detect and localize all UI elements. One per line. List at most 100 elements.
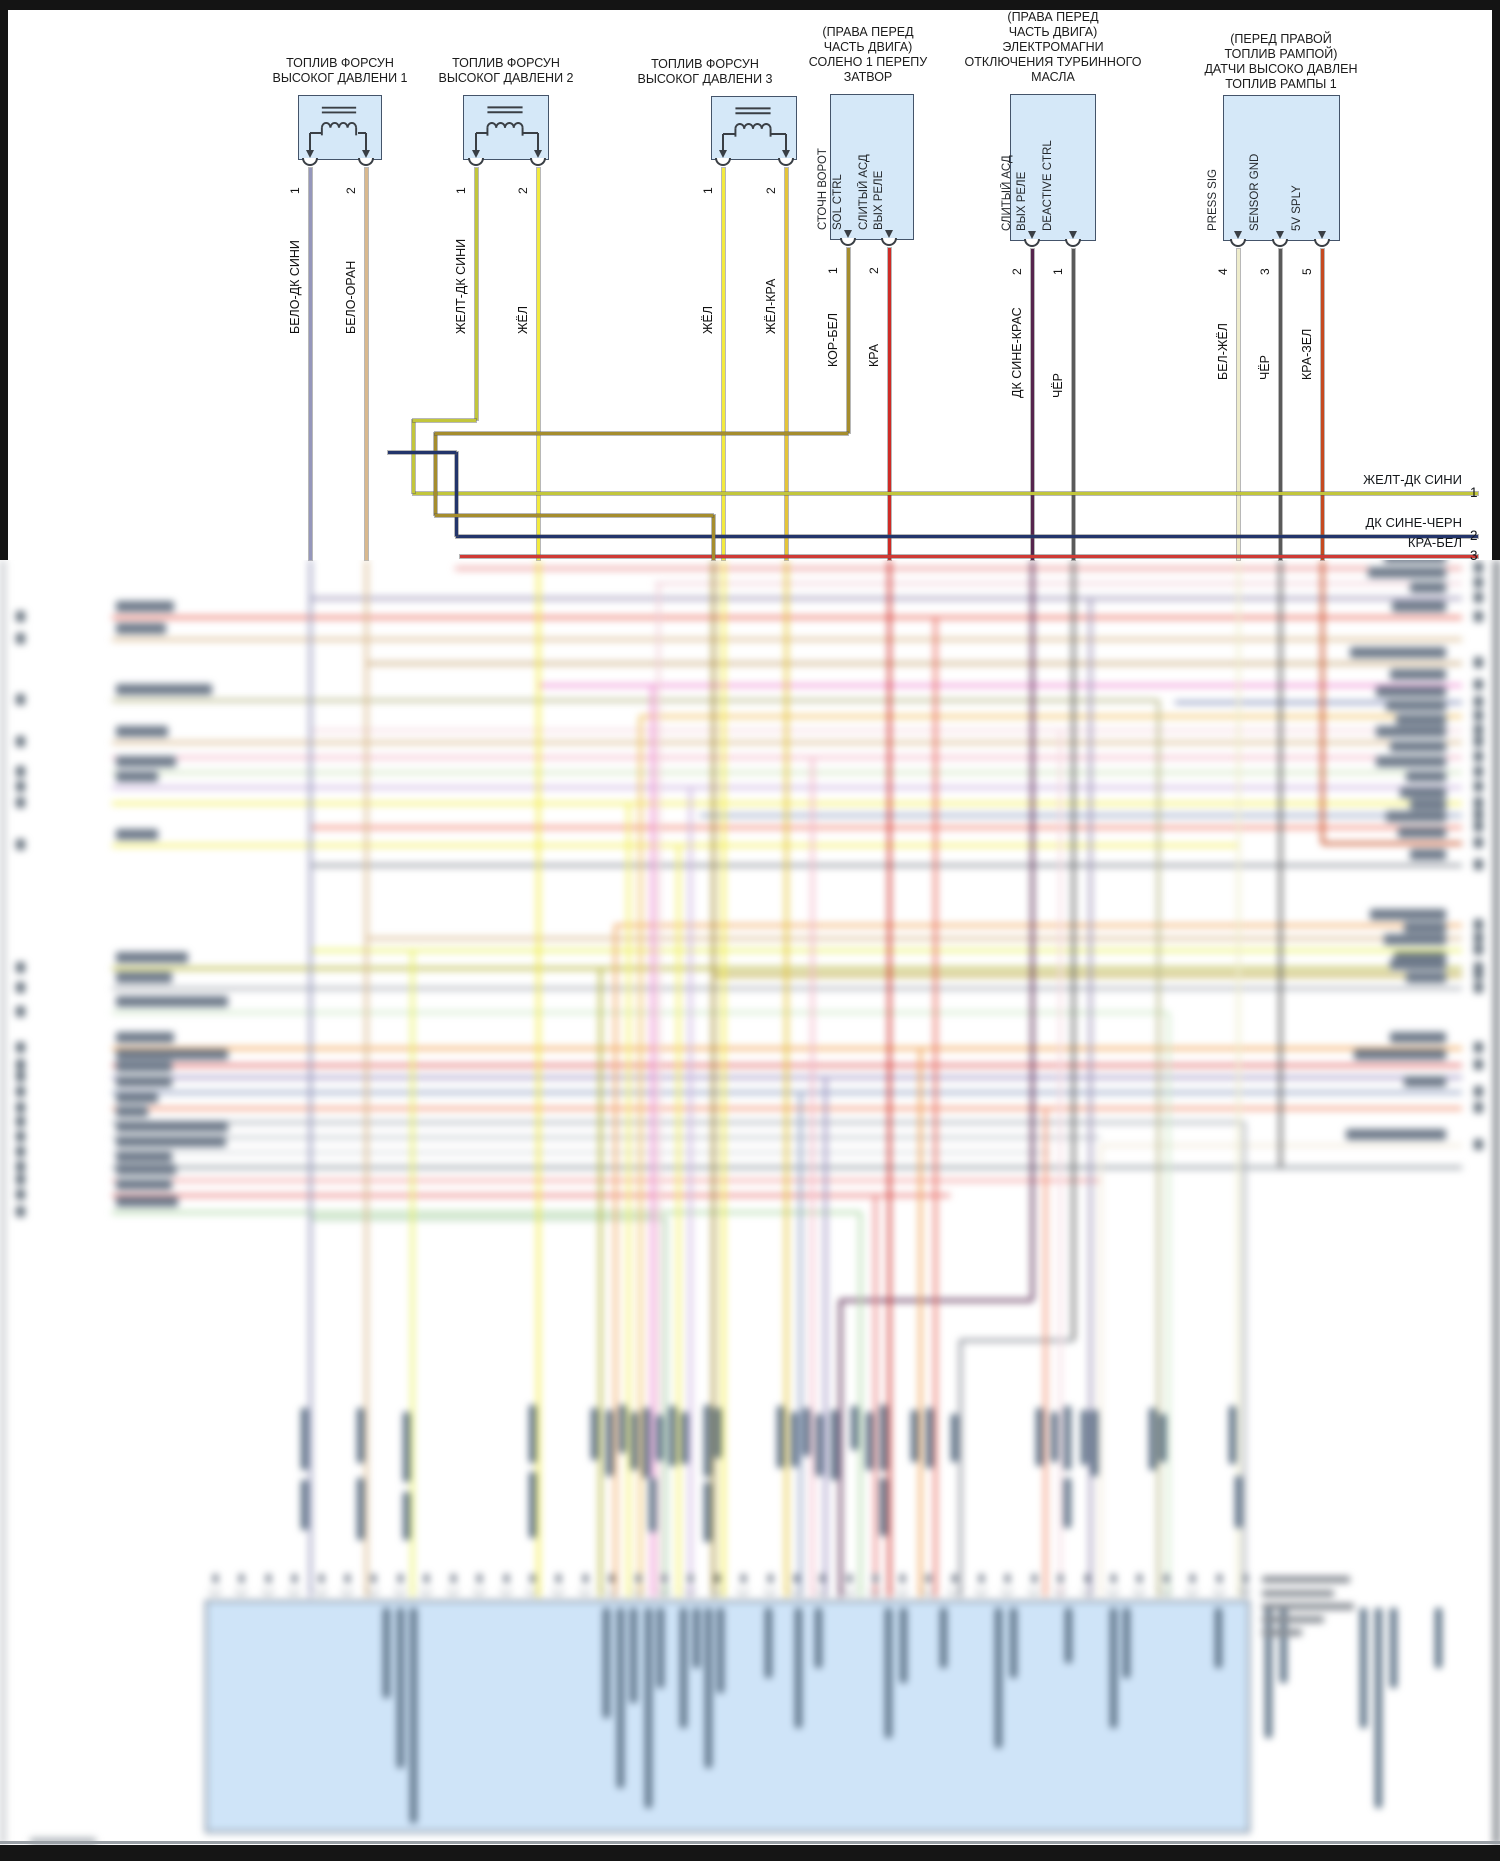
wire-segment xyxy=(310,949,1462,952)
connector-label-blur xyxy=(397,1608,404,1768)
pin-number-blur xyxy=(1474,751,1483,762)
connector-label-blur xyxy=(795,1608,802,1728)
wire-segment xyxy=(310,864,1462,867)
connector-pin-cup xyxy=(1240,1589,1250,1595)
arrow-down-icon xyxy=(534,150,542,158)
wire-segment xyxy=(677,845,680,1597)
connector-pin-cup xyxy=(1160,1589,1171,1595)
connector-pin-cup xyxy=(447,1589,458,1595)
wire-segment xyxy=(1321,560,1324,843)
wire-segment xyxy=(888,560,891,1597)
vertical-label-blur xyxy=(619,1405,626,1453)
wire-segment xyxy=(713,974,1462,977)
connector-pin-cup xyxy=(1081,1589,1092,1595)
arrow-down-icon xyxy=(1028,231,1036,239)
wire-label-blur xyxy=(1398,827,1446,838)
pin-number-blur xyxy=(1474,1102,1483,1113)
wire-segment xyxy=(712,515,715,560)
vertical-label-blur xyxy=(1051,1412,1058,1462)
bus-pin-number: 3 xyxy=(1470,548,1478,563)
wire-segment xyxy=(538,684,1462,687)
wire-label-blur xyxy=(116,726,168,737)
wire-segment xyxy=(435,432,848,435)
wire-label-blur xyxy=(116,756,176,767)
arrow-down-icon xyxy=(1069,231,1077,239)
connector-pin-number-blur xyxy=(529,1574,535,1583)
pin-number: 1 xyxy=(454,187,468,194)
vertical-label-blur xyxy=(681,1412,688,1464)
connector-pin-cup xyxy=(236,1589,247,1595)
pin-number-blur xyxy=(1474,611,1483,622)
coil-icon xyxy=(320,106,358,136)
pin-number-blur xyxy=(1474,657,1483,668)
vertical-label-blur xyxy=(301,1408,308,1470)
wire-segment xyxy=(639,716,642,1597)
pin-number-blur xyxy=(1474,837,1483,848)
connector-label-blur xyxy=(885,1608,892,1738)
wire-label-blur xyxy=(1410,849,1446,860)
connector-label-blur xyxy=(1123,1608,1130,1678)
pin-number: 1 xyxy=(1051,268,1065,275)
diagram-clear-zone: ТОПЛИВ ФОРСУН ВЫСОКОГ ДАВЛЕНИ 1 1 БЕЛО-ДК … xyxy=(0,0,1500,563)
wire-label-blur xyxy=(116,1092,158,1103)
connector-pin-cup xyxy=(579,1589,590,1595)
annotation-text-blur xyxy=(1262,1616,1324,1623)
pin-number-blur xyxy=(16,736,25,747)
wire-segment xyxy=(615,924,1462,927)
connector-label-blur xyxy=(603,1608,610,1718)
wire-label-blur xyxy=(1354,1049,1446,1060)
wire-label-blur xyxy=(1346,1129,1446,1140)
wire-segment xyxy=(1157,700,1160,1597)
connector-pin-number-blur xyxy=(926,1574,932,1583)
wire-segment xyxy=(358,132,366,134)
wire-segment xyxy=(627,803,630,1597)
wire-label-blur xyxy=(1404,922,1446,933)
vertical-label-blur xyxy=(1159,1414,1166,1462)
pin-number-blur xyxy=(1474,797,1483,808)
bus-wire-label: КРА-БЕЛ xyxy=(1407,535,1462,550)
connector-pin-cup xyxy=(1187,1589,1198,1595)
pin-number-blur xyxy=(1474,969,1483,980)
pin-number: 4 xyxy=(1216,268,1230,275)
wire-color-label: КРА xyxy=(867,343,881,367)
wire-segment xyxy=(455,452,458,536)
wire-segment xyxy=(959,1340,962,1597)
connector-pin-number-blur xyxy=(609,1574,615,1583)
pin-number-blur xyxy=(16,962,25,973)
connector-pin-cup xyxy=(530,158,546,166)
vertical-label-blur xyxy=(880,1405,887,1471)
wire-segment xyxy=(712,560,715,1597)
wire-segment xyxy=(112,1136,1100,1139)
wire-segment xyxy=(1175,701,1462,704)
pin-number-blur xyxy=(1474,932,1483,943)
vertical-label-blur xyxy=(880,1478,887,1536)
wire-segment xyxy=(411,950,414,1597)
pin-number-blur xyxy=(16,1206,25,1217)
wire-label-blur xyxy=(1376,756,1446,767)
pin-number-blur xyxy=(16,1042,25,1053)
component-title: ТОПЛИВ ФОРСУН ВЫСОКОГ ДАВЛЕНИ 3 xyxy=(637,57,773,86)
arrow-down-icon xyxy=(719,150,727,158)
pin-number-blur xyxy=(1474,562,1483,573)
vertical-label-blur xyxy=(777,1406,784,1468)
connector-label-blur xyxy=(630,1608,637,1703)
pin-number-blur xyxy=(1474,919,1483,930)
wire-segment xyxy=(689,787,692,1597)
wire-label-blur xyxy=(116,1106,148,1117)
connector-pin-cup xyxy=(778,158,794,166)
wire-label-blur xyxy=(1390,669,1446,680)
connector-pin-cup xyxy=(711,1589,722,1595)
vertical-label-blur xyxy=(656,1415,663,1461)
wire-label-blur xyxy=(1376,686,1446,697)
coil-lead xyxy=(365,133,367,150)
vertical-label-blur xyxy=(911,1410,918,1462)
connector-pin-number-blur xyxy=(397,1574,403,1583)
arrow-down-icon xyxy=(472,150,480,158)
pin-number: 1 xyxy=(288,187,302,194)
connector-pin-number-blur xyxy=(820,1574,826,1583)
vertical-label-blur xyxy=(1091,1410,1098,1476)
pin-number-blur xyxy=(16,1161,25,1172)
wire-color-label: ЧЁР xyxy=(1258,354,1272,380)
coil-lead xyxy=(475,133,477,150)
connector-pin-cup xyxy=(975,1589,986,1595)
